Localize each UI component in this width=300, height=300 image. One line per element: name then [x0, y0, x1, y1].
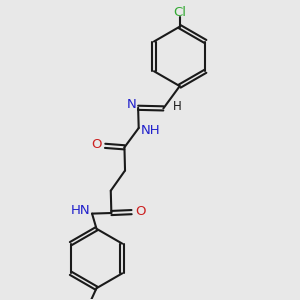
Text: O: O — [91, 138, 102, 152]
Text: O: O — [135, 205, 146, 218]
Text: N: N — [127, 98, 136, 111]
Text: NH: NH — [140, 124, 160, 137]
Text: Cl: Cl — [173, 7, 186, 20]
Text: HN: HN — [71, 203, 91, 217]
Text: H: H — [173, 100, 182, 113]
